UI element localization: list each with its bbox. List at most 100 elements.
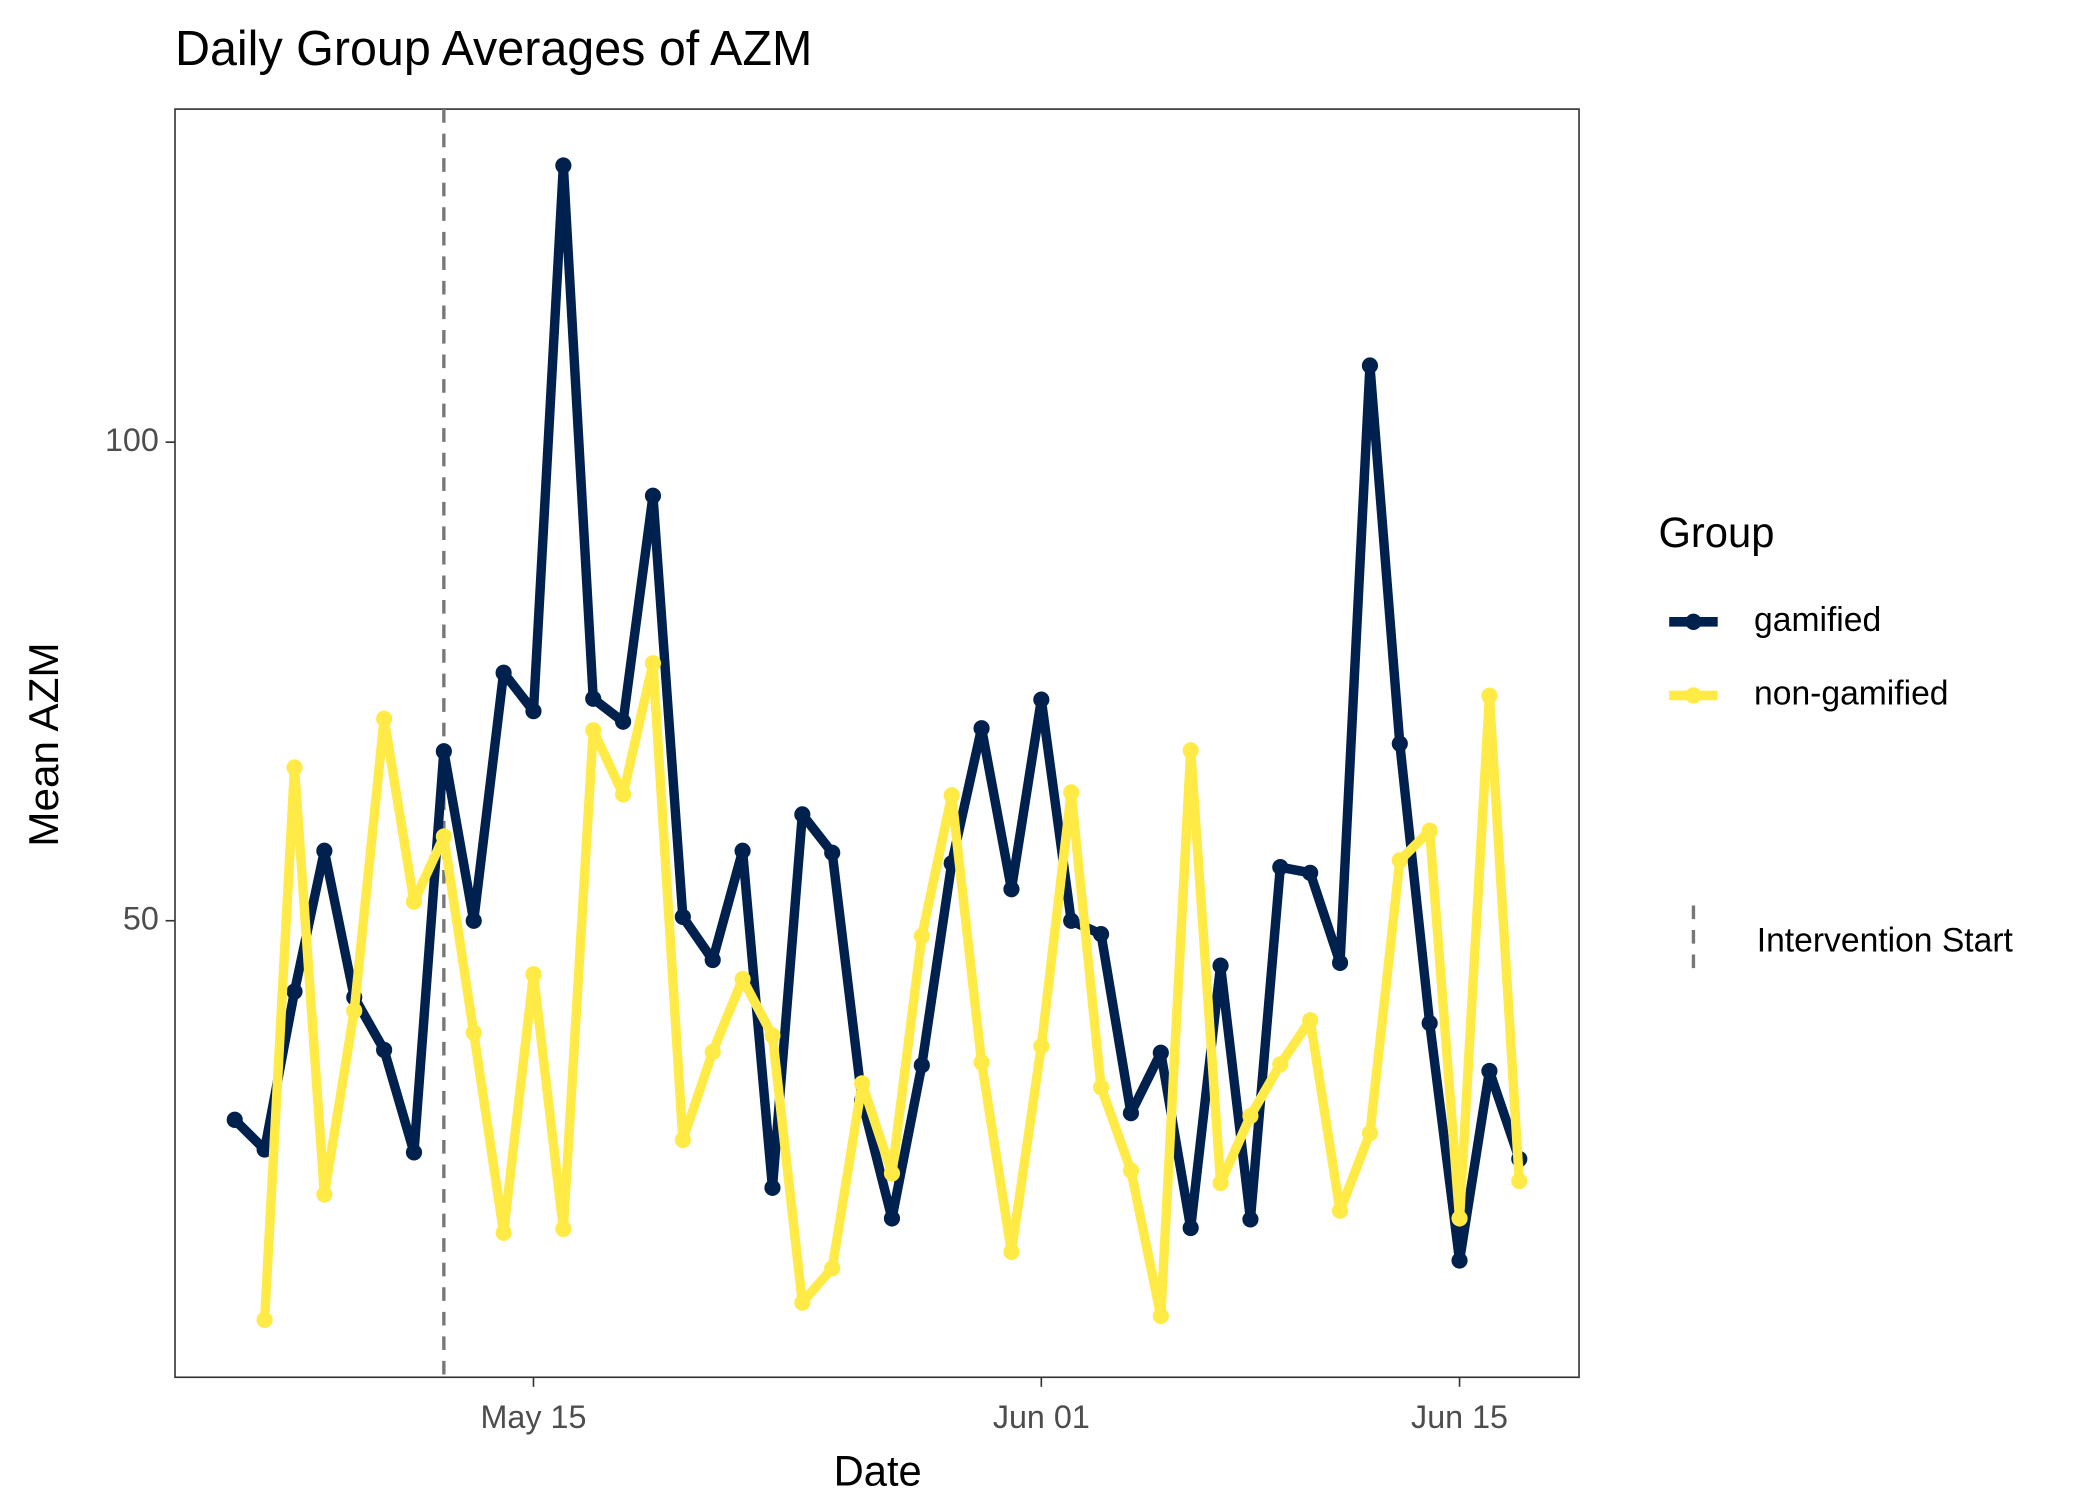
data-point	[943, 787, 960, 804]
data-point	[883, 1210, 901, 1227]
data-point	[1361, 1125, 1379, 1142]
data-point	[346, 1002, 363, 1019]
legend-label: non-gamified	[1754, 674, 1948, 712]
data-point	[435, 828, 452, 845]
plot-panel	[174, 108, 1580, 1379]
data-point	[913, 927, 930, 945]
data-point	[465, 912, 482, 929]
legend-title: Group	[1658, 509, 1774, 556]
x-axis-title: Date	[834, 1447, 922, 1494]
data-point	[764, 1027, 781, 1044]
legend-label: gamified	[1754, 601, 1881, 639]
data-point	[794, 1294, 811, 1311]
data-point	[555, 1220, 572, 1238]
x-tick-label: Jun 01	[993, 1399, 1090, 1435]
data-point	[1421, 822, 1438, 839]
data-point	[525, 966, 542, 983]
data-point	[376, 710, 393, 727]
data-point	[585, 722, 602, 739]
data-point	[226, 1111, 243, 1128]
data-point	[1092, 1079, 1110, 1096]
data-point	[316, 1186, 333, 1203]
data-point	[1182, 742, 1199, 759]
data-point	[644, 655, 662, 672]
data-point	[734, 970, 751, 988]
legend-swatch-point	[1685, 613, 1702, 630]
y-tick-label: 50	[123, 900, 159, 936]
data-point	[794, 806, 811, 823]
data-point	[1122, 1162, 1140, 1179]
data-point	[615, 786, 632, 803]
data-point	[1361, 357, 1379, 374]
data-point	[1063, 784, 1080, 801]
data-point	[1152, 1044, 1169, 1061]
data-point	[1272, 1056, 1289, 1073]
data-point	[764, 1179, 781, 1196]
data-point	[1242, 1107, 1259, 1125]
data-point	[1481, 1062, 1498, 1080]
data-point	[1331, 1202, 1349, 1219]
data-point	[913, 1057, 930, 1074]
data-point	[1451, 1210, 1468, 1227]
data-point	[1511, 1172, 1528, 1190]
data-point	[1003, 880, 1020, 898]
data-point	[1302, 864, 1319, 882]
data-point	[1212, 957, 1229, 974]
data-point	[674, 908, 691, 926]
data-point	[1302, 1012, 1319, 1029]
data-point	[435, 743, 452, 760]
data-point	[973, 720, 990, 737]
data-point	[1212, 1174, 1229, 1192]
y-axis-title: Mean AZM	[20, 642, 67, 846]
data-point	[674, 1131, 691, 1149]
data-point	[1242, 1211, 1259, 1228]
data-point	[256, 1311, 273, 1329]
data-point	[1092, 925, 1110, 943]
legend-swatch-point	[1685, 687, 1702, 704]
data-point	[1122, 1104, 1140, 1122]
data-point	[1481, 687, 1498, 704]
data-point	[1152, 1307, 1169, 1325]
data-point	[286, 759, 303, 776]
data-point	[1272, 858, 1289, 876]
data-point	[1391, 852, 1408, 869]
data-point	[495, 1224, 512, 1241]
data-point	[854, 1075, 871, 1092]
data-point	[973, 1054, 990, 1071]
data-point	[1063, 912, 1080, 929]
data-point	[824, 1259, 841, 1277]
data-point	[286, 983, 303, 1000]
data-point	[525, 702, 542, 720]
data-point	[883, 1165, 901, 1182]
data-point	[1451, 1252, 1468, 1269]
x-tick-label: May 15	[481, 1399, 587, 1435]
data-point	[1421, 1014, 1438, 1032]
data-point	[615, 713, 632, 730]
y-tick-label: 100	[105, 422, 159, 458]
data-point	[405, 1144, 423, 1161]
data-point	[376, 1041, 393, 1059]
data-point	[644, 487, 662, 504]
data-point	[405, 893, 423, 910]
data-point	[1033, 1037, 1050, 1055]
data-point	[1182, 1219, 1199, 1237]
data-point	[1391, 735, 1408, 752]
data-point	[824, 844, 841, 861]
data-point	[555, 157, 572, 174]
data-point	[704, 951, 721, 969]
data-point	[704, 1043, 721, 1061]
data-point	[256, 1141, 273, 1158]
data-point	[1003, 1243, 1020, 1261]
chart-title: Daily Group Averages of AZM	[175, 22, 812, 76]
data-point	[1331, 954, 1349, 972]
data-point	[316, 842, 333, 860]
data-point	[585, 690, 602, 707]
legend-label: Intervention Start	[1757, 921, 2014, 959]
data-point	[1033, 691, 1050, 708]
data-point	[495, 664, 512, 682]
data-point	[734, 842, 751, 860]
data-point	[465, 1024, 482, 1041]
x-tick-label: Jun 15	[1411, 1399, 1508, 1435]
